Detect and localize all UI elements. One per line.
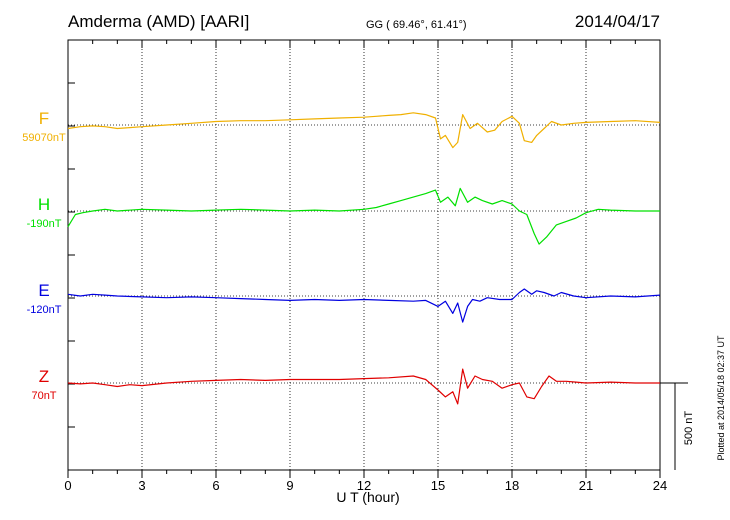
series-name-F: F (39, 109, 49, 128)
scale-bar-label: 500 nT (683, 411, 695, 446)
x-tick-label: 21 (579, 478, 593, 493)
series-baseline-value-E: -120nT (27, 304, 62, 316)
series-baseline-value-F: 59070nT (22, 132, 66, 144)
x-tick-label: 24 (653, 478, 667, 493)
coordinates-label: GG ( 69.46°, 61.41°) (366, 19, 467, 31)
x-tick-label: 0 (64, 478, 71, 493)
plot-frame (67, 39, 661, 471)
series-baseline-value-H: -190nT (27, 218, 62, 230)
x-tick-label: 3 (138, 478, 145, 493)
scale-bar: 500 nT (660, 382, 695, 470)
series-name-H: H (38, 195, 50, 214)
x-tick-label: 12 (357, 478, 371, 493)
x-tick-label: 15 (431, 478, 445, 493)
x-tick-labels: 0 3 6 9 12 15 18 21 24 (64, 478, 667, 493)
x-tick-label: 6 (212, 478, 219, 493)
series-baseline-value-Z: 70nT (31, 390, 56, 402)
station-title: Amderma (AMD) [AARI] (68, 12, 249, 31)
series-line-H (67, 187, 660, 245)
x-tick-label: 18 (505, 478, 519, 493)
series-line-F (67, 112, 661, 149)
series-name-Z: Z (39, 367, 49, 386)
grid-lines (141, 40, 587, 470)
date-label: 2014/04/17 (575, 12, 660, 31)
series-name-E: E (38, 281, 49, 300)
x-axis-label: U T (hour) (336, 489, 399, 505)
series-line-E (67, 288, 661, 323)
series-line-Z (67, 368, 660, 405)
series-lines (67, 112, 661, 405)
series-labels: F 59070nT H -190nT E -120nT Z 70nT (22, 109, 66, 402)
plotted-timestamp: Plotted at 2014/05/18 02:37 UT (716, 335, 726, 461)
axis-ticks (67, 40, 661, 478)
x-tick-label: 9 (286, 478, 293, 493)
